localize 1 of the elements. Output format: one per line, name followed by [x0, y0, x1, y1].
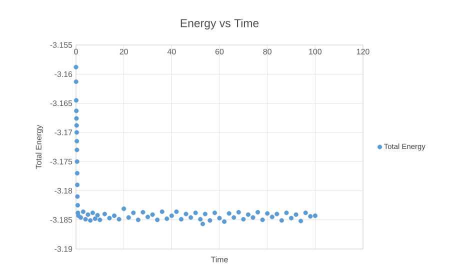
chart-title: Energy vs Time — [180, 18, 259, 30]
